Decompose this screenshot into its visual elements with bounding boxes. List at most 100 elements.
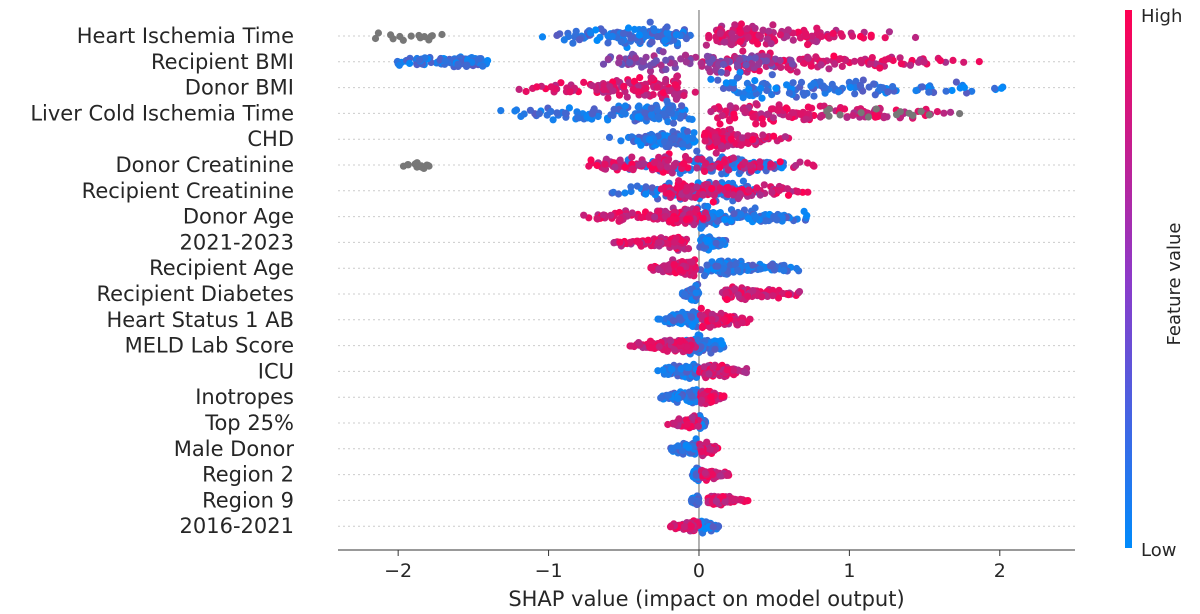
shap-point [694, 155, 702, 163]
shap-point [773, 216, 781, 224]
shap-point [683, 420, 692, 428]
shap-point [744, 215, 753, 223]
shap-point [707, 164, 715, 172]
shap-point [789, 36, 797, 44]
shap-point [867, 59, 875, 67]
shap-point [637, 214, 645, 222]
shap-point [775, 186, 784, 195]
shap-point [948, 86, 956, 95]
shap-point [933, 108, 942, 116]
shap-point [694, 422, 703, 430]
shap-point [587, 156, 595, 164]
shap-point [876, 64, 884, 72]
shap-point [626, 238, 634, 246]
shap-point [709, 363, 717, 371]
shap-point [812, 53, 820, 61]
shap-point [871, 113, 879, 121]
x-tick-label: 0 [693, 560, 705, 582]
shap-point [676, 183, 684, 191]
shap-point [616, 238, 624, 246]
shap-point [868, 54, 876, 62]
shap-point [670, 90, 679, 98]
shap-point [776, 31, 785, 39]
shap-point [741, 107, 749, 115]
shap-point [666, 140, 674, 148]
shap-point [716, 209, 725, 217]
shap-point [759, 26, 767, 34]
shap-point [607, 211, 615, 219]
shap-point [758, 293, 766, 301]
shap-point [720, 316, 729, 324]
shap-point [816, 78, 824, 86]
shap-point [692, 471, 700, 479]
shap-point [729, 366, 738, 374]
shap-point [745, 186, 753, 194]
shap-point [804, 41, 812, 49]
shap-point [566, 88, 574, 96]
shap-point [795, 288, 804, 296]
shap-point [640, 160, 648, 168]
shap-point [668, 169, 676, 177]
shap-point [664, 118, 672, 126]
shap-point [738, 319, 746, 327]
shap-point [765, 27, 773, 35]
shap-point [463, 61, 471, 69]
shap-point [685, 444, 693, 452]
shap-point [688, 392, 696, 400]
shap-point [560, 36, 568, 44]
shap-point-missing [404, 161, 412, 169]
shap-point [690, 129, 698, 137]
shap-point [804, 188, 812, 196]
shap-point [701, 469, 709, 477]
shap-point [642, 190, 650, 198]
shap-point [687, 522, 696, 530]
shap-point [727, 135, 735, 143]
shap-point [627, 34, 635, 42]
feature-label: ICU [258, 359, 294, 383]
shap-point [813, 24, 821, 32]
shap-point [825, 65, 833, 73]
shap-point [744, 266, 752, 274]
shap-point [617, 137, 625, 145]
shap-point [881, 56, 889, 64]
shap-point [711, 66, 720, 74]
shap-point [842, 56, 850, 64]
shap-point [668, 365, 676, 373]
shap-point [925, 88, 933, 96]
shap-point-missing [374, 29, 382, 37]
shap-point [675, 177, 683, 185]
colorbar-low-label: Low [1141, 540, 1176, 561]
shap-point [744, 132, 752, 140]
shap-point [738, 134, 746, 142]
feature-label: Recipient Creatinine [82, 179, 294, 203]
shap-point [728, 41, 736, 49]
shap-point [849, 111, 857, 119]
shap-point [593, 215, 602, 223]
shap-point [802, 29, 810, 37]
shap-point [662, 239, 670, 247]
feature-label: Heart Status 1 AB [106, 308, 294, 332]
shap-point [441, 57, 449, 65]
shap-point-missing [857, 109, 865, 117]
feature-label: Inotropes [195, 385, 294, 409]
shap-point [660, 110, 668, 118]
shap-point [785, 89, 794, 97]
shap-point [707, 393, 715, 401]
shap-point-missing [413, 159, 421, 167]
x-tick-label: 2 [994, 560, 1006, 582]
shap-point [714, 262, 722, 270]
shap-point [796, 158, 804, 166]
shap-point [716, 163, 724, 171]
shap-point [699, 191, 707, 199]
shap-point [670, 36, 678, 44]
shap-point [515, 85, 523, 93]
shap-point [774, 294, 783, 302]
shap-point [627, 342, 635, 350]
shap-point [828, 80, 836, 88]
shap-point [659, 89, 668, 97]
shap-point [693, 164, 701, 172]
shap-point [648, 184, 656, 192]
shap-point [758, 115, 766, 123]
shap-point [896, 54, 904, 62]
